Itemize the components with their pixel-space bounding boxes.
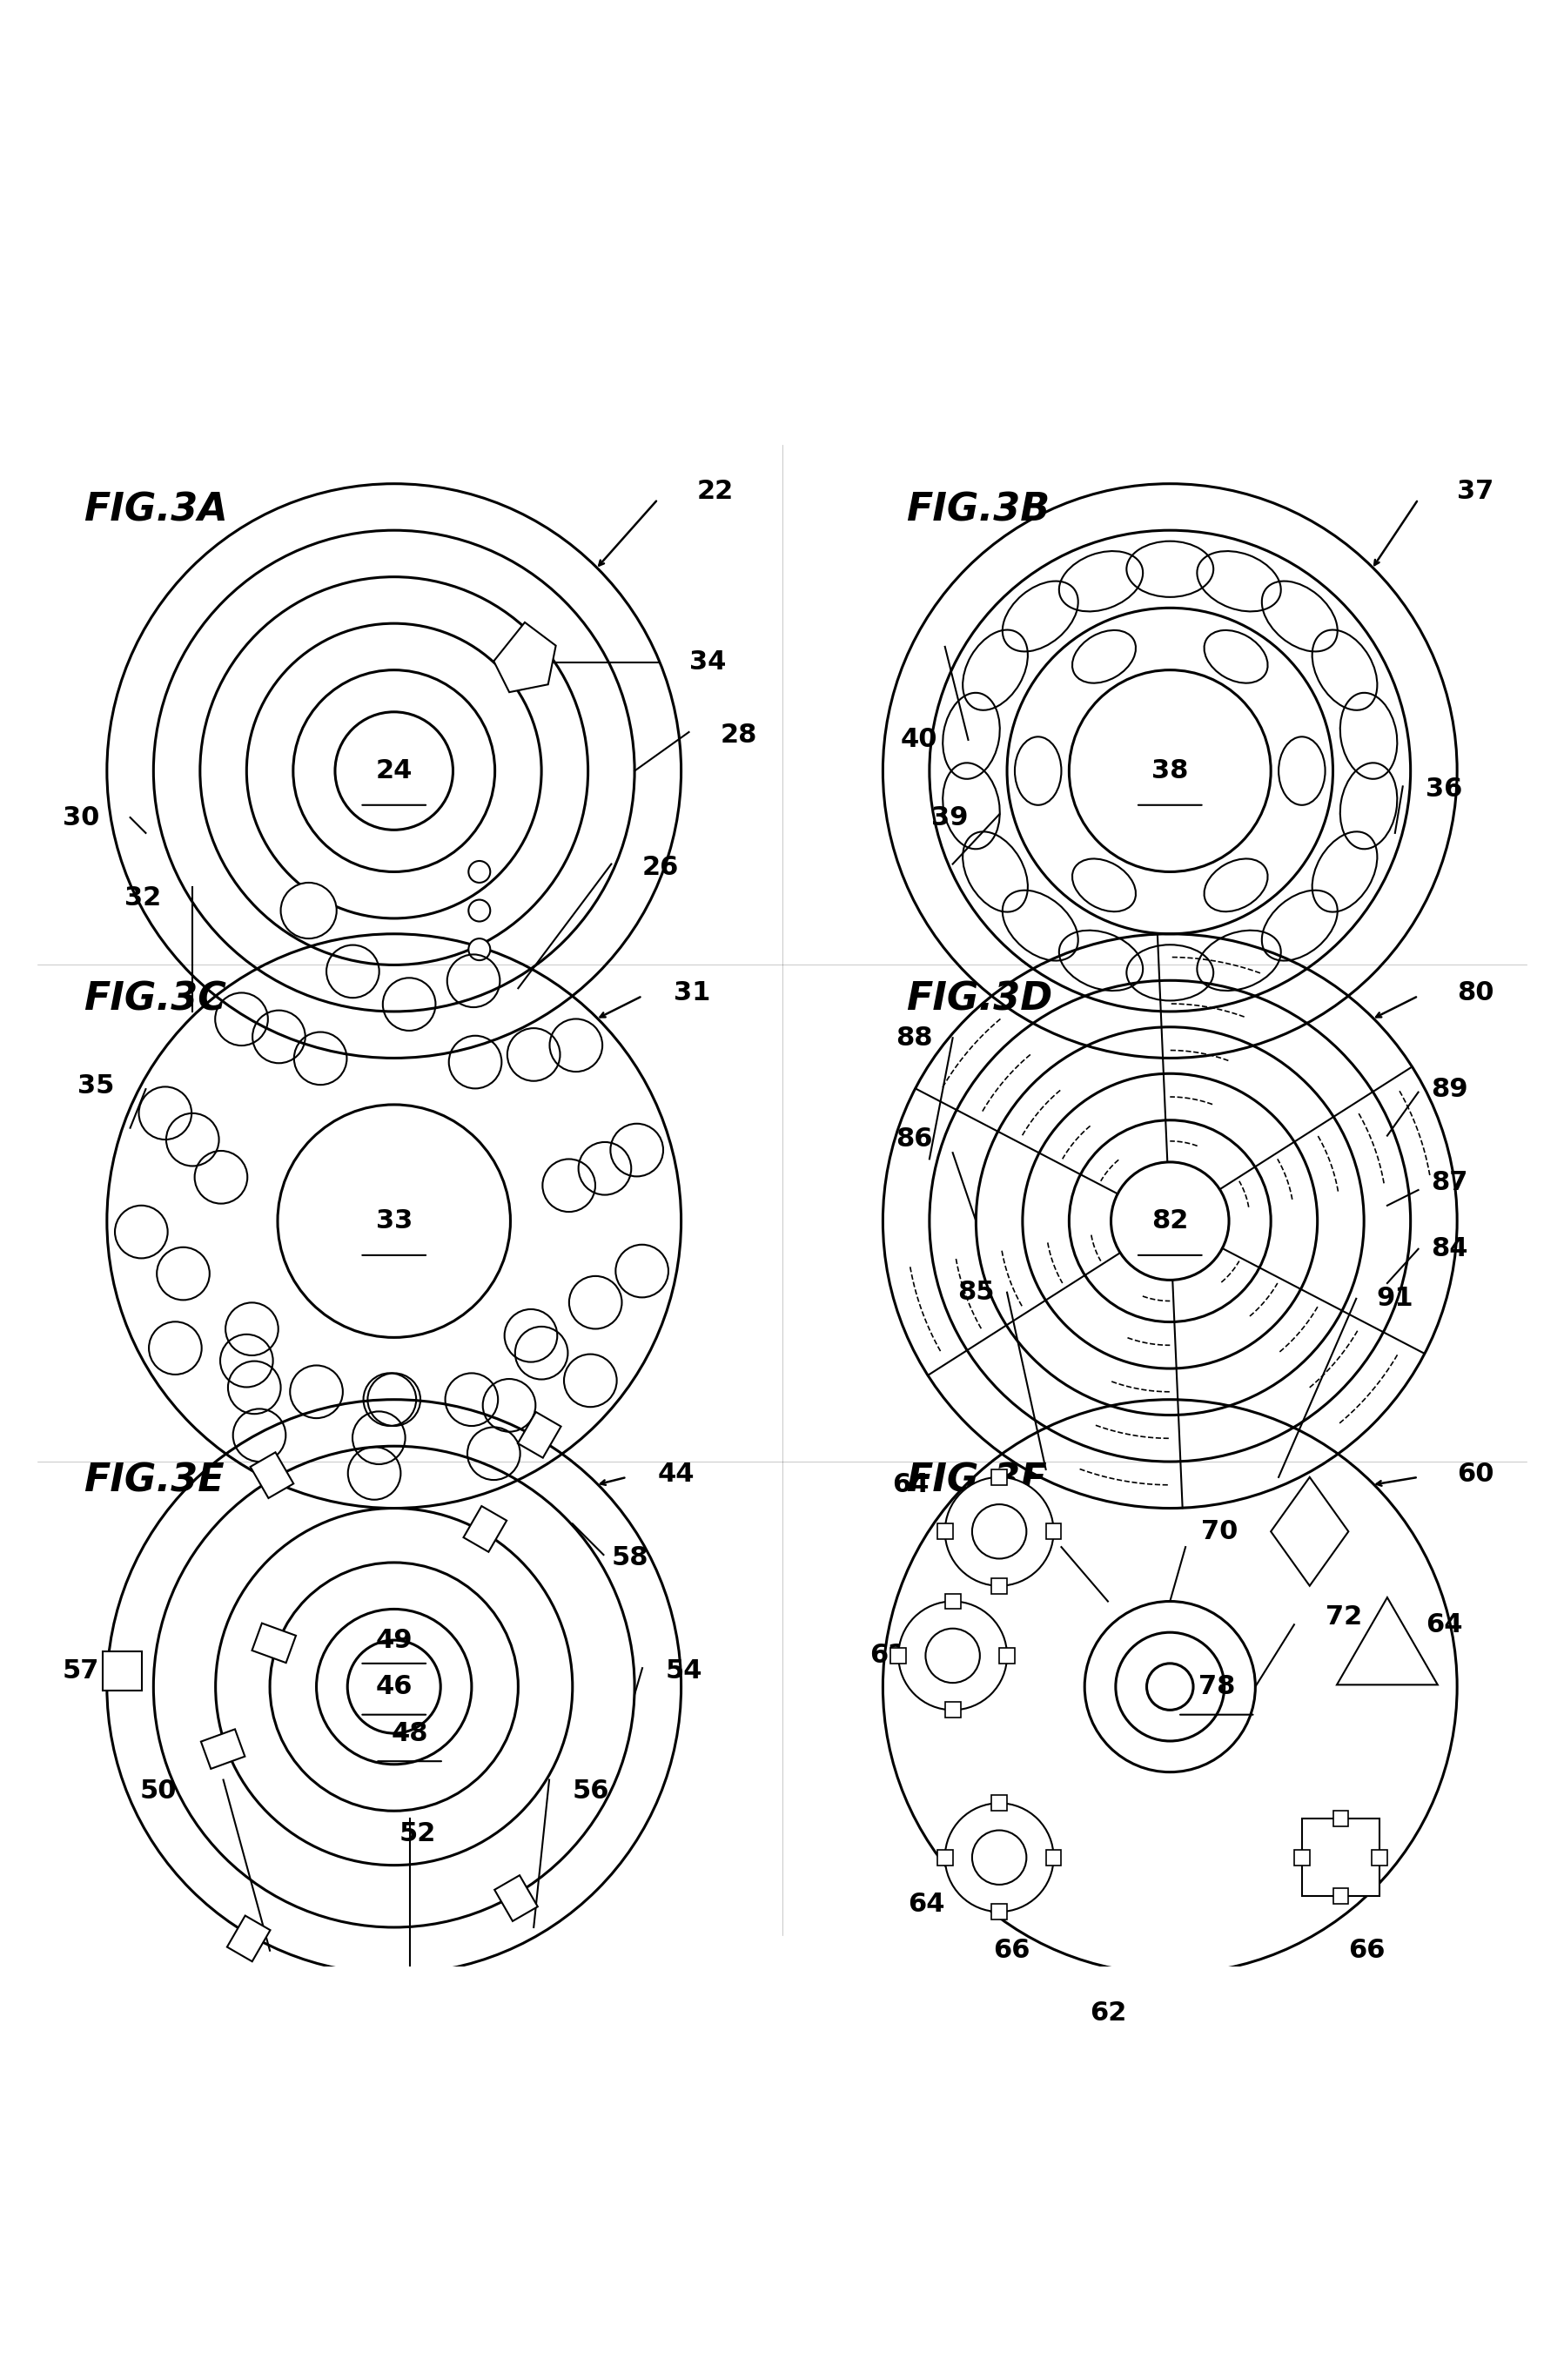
Polygon shape <box>463 1507 507 1552</box>
Circle shape <box>280 883 336 938</box>
Polygon shape <box>945 1595 960 1609</box>
Polygon shape <box>227 1916 271 1961</box>
Text: 38: 38 <box>1151 759 1189 783</box>
Text: 62: 62 <box>870 1642 906 1668</box>
Text: 89: 89 <box>1431 1076 1469 1102</box>
Text: 32: 32 <box>125 885 161 912</box>
Text: 24: 24 <box>375 759 413 783</box>
Text: 40: 40 <box>901 728 937 752</box>
Text: 64: 64 <box>909 1892 945 1916</box>
Text: FIG.3A: FIG.3A <box>83 493 228 528</box>
Polygon shape <box>1272 1478 1348 1585</box>
Circle shape <box>898 1602 1007 1709</box>
Circle shape <box>469 862 490 883</box>
Text: 49: 49 <box>375 1628 413 1652</box>
Polygon shape <box>992 1795 1007 1811</box>
Text: 28: 28 <box>719 724 757 747</box>
Text: 66: 66 <box>993 1937 1031 1963</box>
Text: 50: 50 <box>139 1778 177 1804</box>
Polygon shape <box>518 1411 561 1459</box>
Polygon shape <box>1046 1849 1062 1866</box>
Text: 35: 35 <box>78 1073 114 1100</box>
Polygon shape <box>200 1730 246 1768</box>
Polygon shape <box>890 1647 906 1664</box>
Polygon shape <box>937 1523 952 1540</box>
Polygon shape <box>250 1452 294 1497</box>
Polygon shape <box>992 1468 1007 1485</box>
Text: 68: 68 <box>1001 1518 1038 1545</box>
Text: FIG.3C: FIG.3C <box>83 981 227 1019</box>
Text: 56: 56 <box>572 1778 610 1804</box>
Text: 88: 88 <box>896 1026 932 1050</box>
Text: 91: 91 <box>1376 1285 1414 1311</box>
Text: 57: 57 <box>63 1659 99 1683</box>
Text: FIG.3F: FIG.3F <box>906 1461 1046 1499</box>
Text: 87: 87 <box>1431 1169 1467 1195</box>
Polygon shape <box>1333 1887 1348 1904</box>
Text: 52: 52 <box>399 1821 436 1847</box>
Text: 62: 62 <box>1090 1999 1126 2025</box>
Text: 86: 86 <box>896 1126 932 1152</box>
Text: 64: 64 <box>1426 1611 1462 1637</box>
Text: FIG.3E: FIG.3E <box>83 1461 224 1499</box>
Text: 46: 46 <box>375 1673 413 1699</box>
Text: 60: 60 <box>1458 1461 1494 1488</box>
Circle shape <box>945 1478 1054 1585</box>
Circle shape <box>973 1830 1026 1885</box>
Polygon shape <box>992 1904 1007 1921</box>
Circle shape <box>469 900 490 921</box>
Text: 80: 80 <box>1458 981 1494 1004</box>
Polygon shape <box>992 1578 1007 1595</box>
Text: 34: 34 <box>688 650 726 676</box>
Polygon shape <box>1333 1811 1348 1825</box>
Polygon shape <box>1293 1849 1309 1866</box>
Polygon shape <box>1046 1523 1062 1540</box>
Polygon shape <box>937 1849 952 1866</box>
Circle shape <box>945 1804 1054 1911</box>
Text: 64: 64 <box>893 1473 929 1497</box>
Text: 33: 33 <box>375 1209 413 1233</box>
Polygon shape <box>945 1702 960 1718</box>
Text: 36: 36 <box>1426 776 1462 802</box>
Text: 48: 48 <box>391 1721 429 1747</box>
Text: 85: 85 <box>957 1280 995 1304</box>
Text: 66: 66 <box>1348 1937 1386 1963</box>
Text: 70: 70 <box>1201 1518 1237 1545</box>
Text: 54: 54 <box>666 1659 702 1683</box>
Text: 84: 84 <box>1431 1235 1469 1261</box>
Text: FIG.3D: FIG.3D <box>906 981 1053 1019</box>
Polygon shape <box>1372 1849 1387 1866</box>
Text: 58: 58 <box>612 1545 649 1571</box>
Text: 31: 31 <box>674 981 710 1004</box>
Polygon shape <box>252 1623 296 1664</box>
Polygon shape <box>1337 1597 1437 1685</box>
Circle shape <box>973 1504 1026 1559</box>
Polygon shape <box>494 1875 538 1921</box>
Text: 26: 26 <box>643 854 679 881</box>
Text: 22: 22 <box>696 478 734 505</box>
Circle shape <box>469 938 490 959</box>
Circle shape <box>926 1628 981 1683</box>
Text: 72: 72 <box>1325 1604 1362 1630</box>
Text: 78: 78 <box>1198 1673 1236 1699</box>
Text: 82: 82 <box>1151 1209 1189 1233</box>
Text: 39: 39 <box>931 804 968 831</box>
Text: 37: 37 <box>1458 478 1494 505</box>
Polygon shape <box>494 621 555 693</box>
Text: 44: 44 <box>658 1461 694 1488</box>
Polygon shape <box>1301 1818 1379 1897</box>
Text: FIG.3B: FIG.3B <box>906 493 1049 528</box>
Polygon shape <box>999 1647 1015 1664</box>
Text: 30: 30 <box>63 804 99 831</box>
Polygon shape <box>103 1652 142 1690</box>
